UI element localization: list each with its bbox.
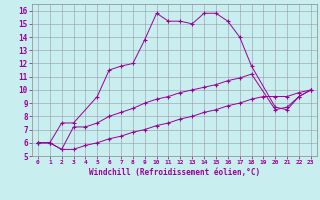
- X-axis label: Windchill (Refroidissement éolien,°C): Windchill (Refroidissement éolien,°C): [89, 168, 260, 177]
